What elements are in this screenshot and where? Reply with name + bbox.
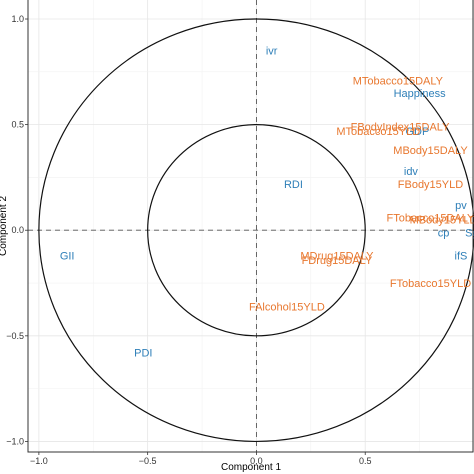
point-label-ftobacco15daly: FTobacco15DALY <box>387 213 474 225</box>
point-label-idv: idv <box>404 166 419 178</box>
point-label-gii: GII <box>60 251 75 263</box>
y-axis-ticks: −1.0 −0.5 0.0 0.5 1.0 <box>6 14 28 446</box>
point-label-sg: Sg <box>465 227 474 239</box>
point-label-happiness: Happiness <box>394 88 446 100</box>
plot-border <box>27 0 474 453</box>
point-label-ftobacco15yld: FTobacco15YLD <box>390 278 471 290</box>
point-label-ifs: ifS <box>455 251 468 263</box>
inner-circle <box>147 124 366 337</box>
x-tick-label: 0.0 <box>250 456 263 466</box>
point-label-ivr: ivr <box>266 46 278 58</box>
point-label-fbodyindex15daly: FBodyIndex15DALY <box>351 122 451 134</box>
y-tick-label: 1.0 <box>11 14 24 24</box>
point-label-falcohol15yld: FAlcohol15YLD <box>249 301 325 313</box>
y-tick-label: −1.0 <box>6 436 24 446</box>
point-label-pdi: PDI <box>134 348 152 360</box>
point-label-rdi: RDI <box>284 179 303 191</box>
x-tick-label: −1.0 <box>30 456 48 466</box>
variable-labels: ivr Happiness GDP RDI idv pv cp Sg ifS GII PDI MTob… <box>60 46 474 360</box>
point-label-gdp: GDP <box>406 126 430 138</box>
outer-circle <box>38 18 474 442</box>
grid-lines <box>28 0 474 452</box>
correlation-circles <box>38 18 474 442</box>
point-label-mdrug15daly: MDrug15DALY <box>300 251 374 263</box>
x-tick-label: −0.5 <box>139 456 157 466</box>
point-label-pv: pv <box>455 200 467 212</box>
point-label-fdrug15daly: FDrug15DALY <box>302 255 373 267</box>
x-tick-label: 0.5 <box>359 456 372 466</box>
reference-lines <box>28 0 474 452</box>
x-axis-ticks: −1.0 −0.5 0.0 0.5 <box>30 452 371 466</box>
x-axis-title: Component 1 <box>221 462 281 473</box>
y-axis-title: Component 2 <box>0 196 9 256</box>
point-label-mbody15daly: MBody15DALY <box>393 145 468 157</box>
point-label-mbody15yld: MBody15YLD <box>410 215 474 227</box>
y-tick-label: 0.0 <box>11 225 24 235</box>
point-label-mtobacco15daly: MTobacco15DALY <box>353 75 444 87</box>
y-tick-label: −0.5 <box>6 331 24 341</box>
point-label-cp: cp <box>438 227 450 239</box>
point-label-fbody15yld: FBody15YLD <box>398 179 463 191</box>
y-tick-label: 0.5 <box>11 120 24 130</box>
point-label-mtobacco15yld: MTobacco15YLD <box>336 126 420 138</box>
